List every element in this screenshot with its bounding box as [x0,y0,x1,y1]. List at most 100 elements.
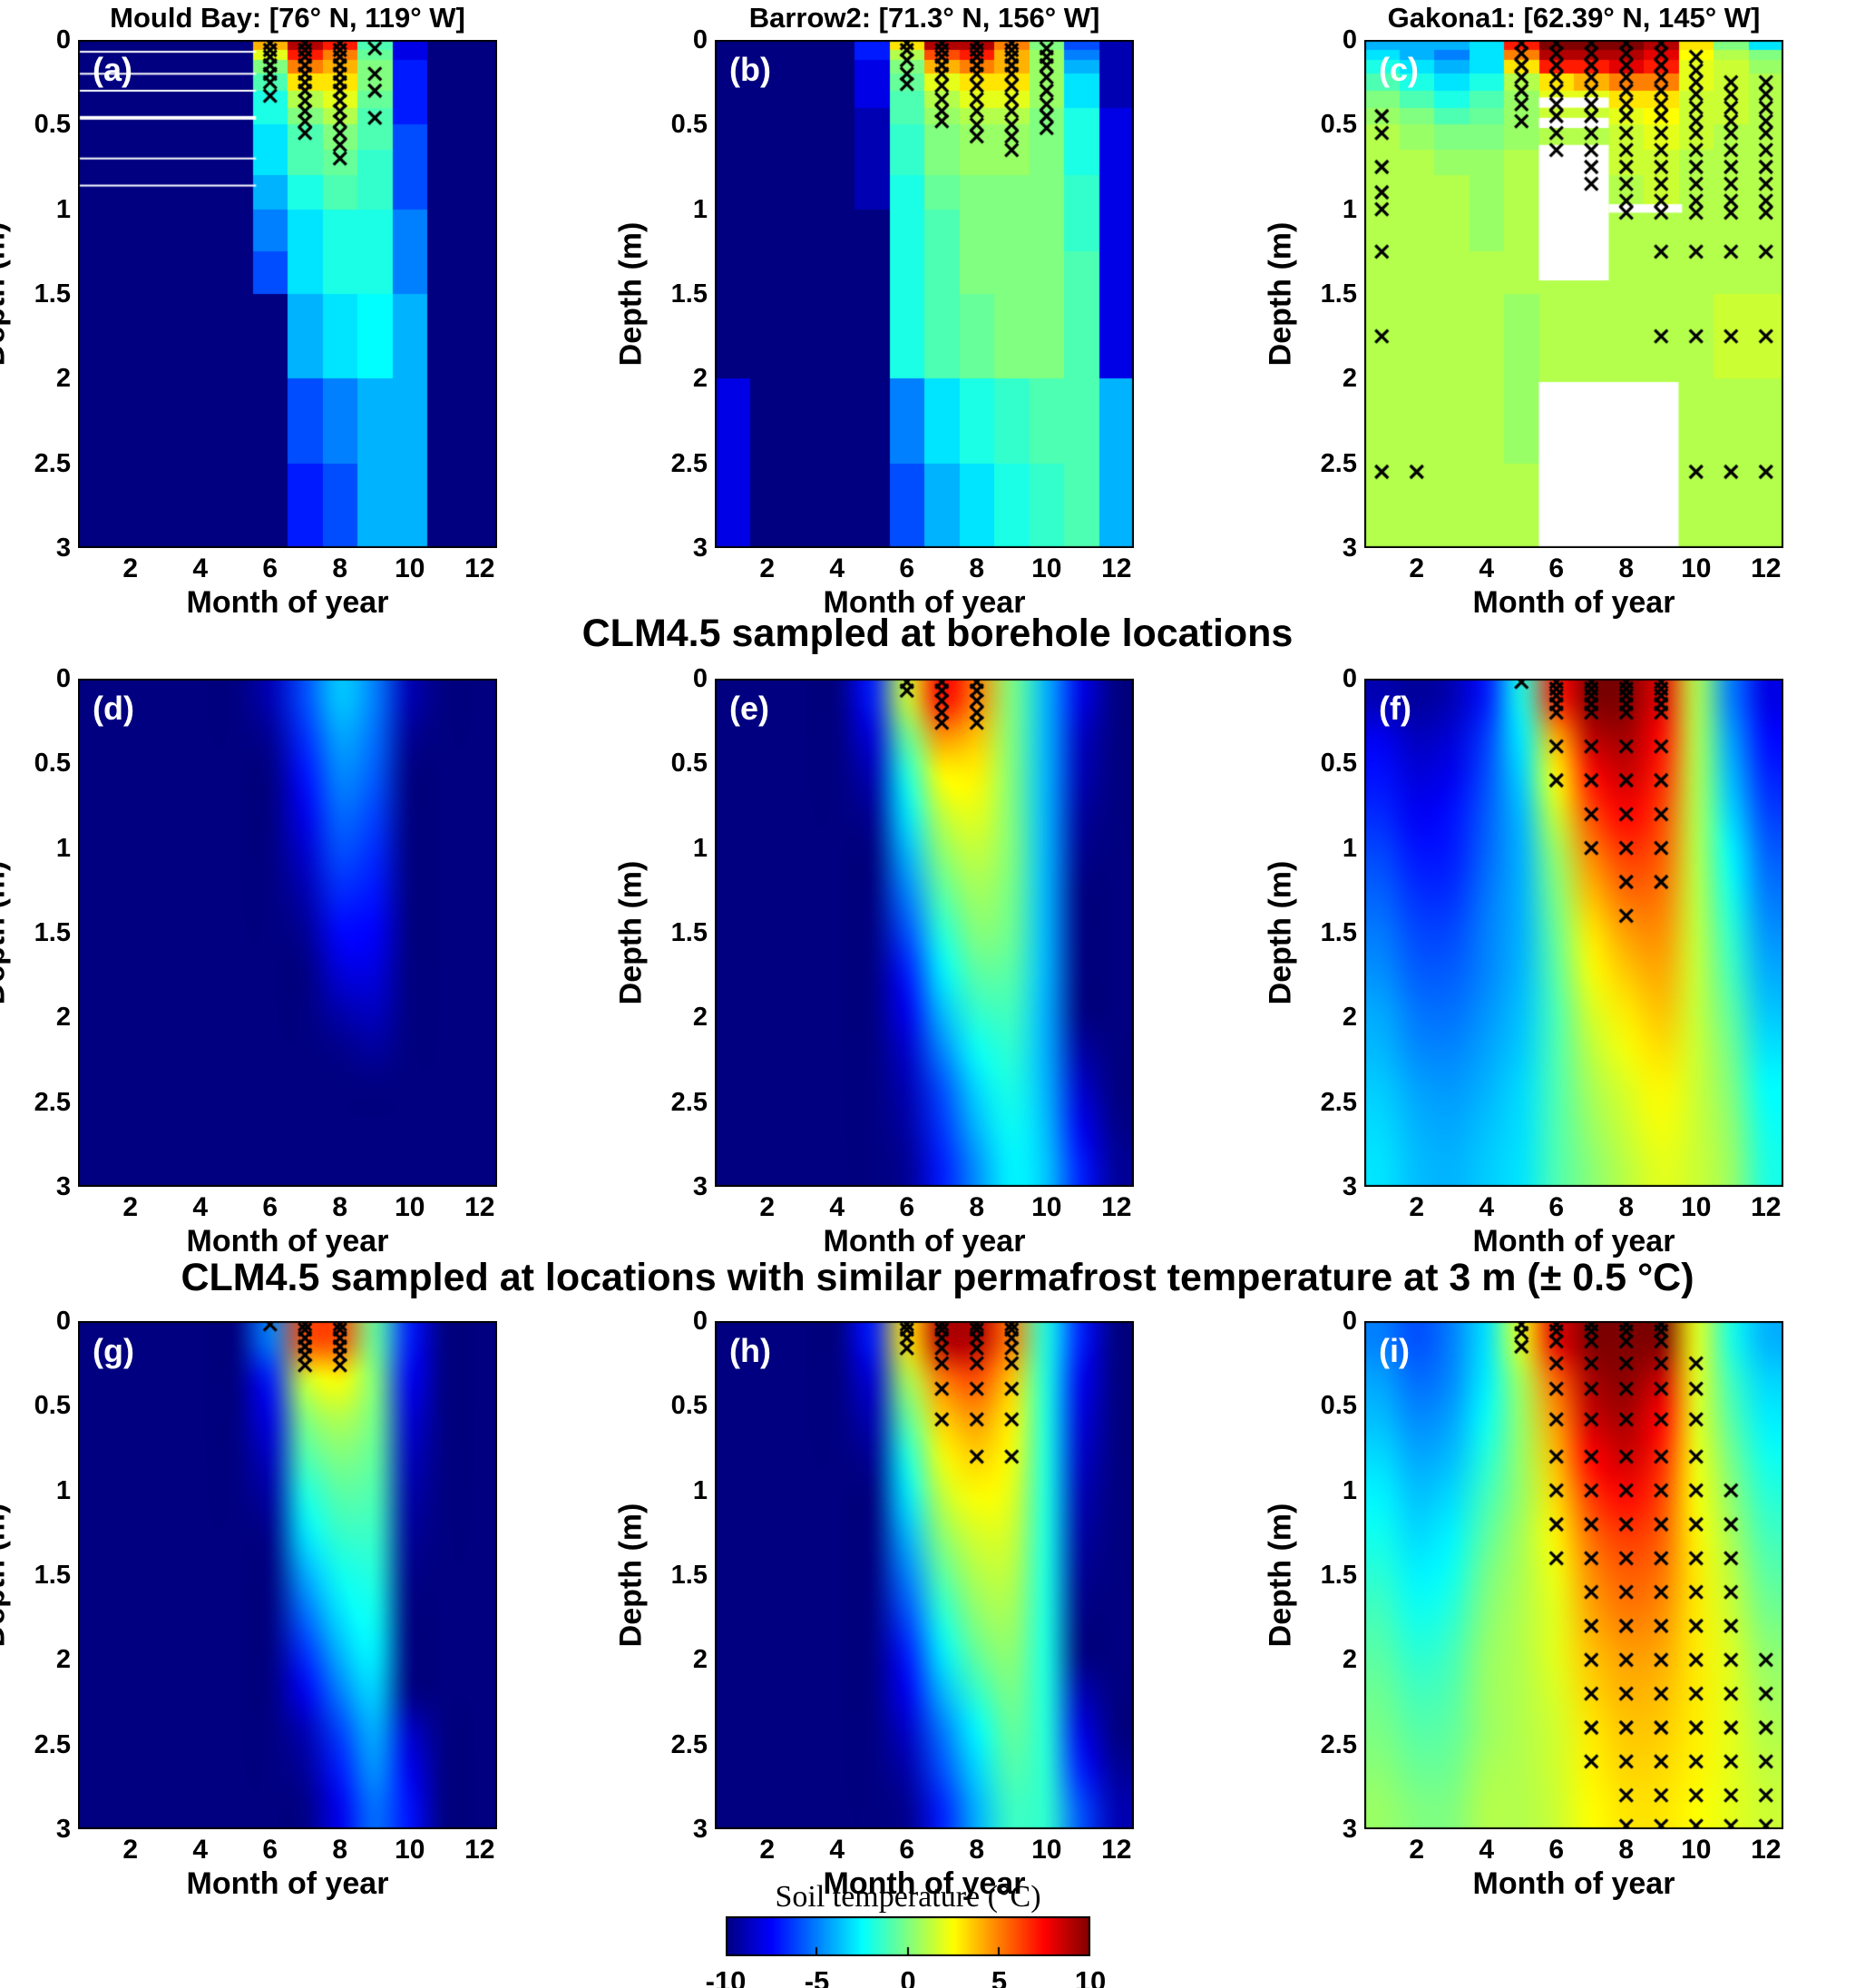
x-axis-label: Month of year [1472,585,1675,620]
month-tick-label: 6 [262,553,278,583]
month-tick-label: 12 [1751,1192,1782,1222]
depth-tick-label: 2 [692,1645,708,1675]
depth-tick-label: 0 [692,25,708,54]
depth-tick-label: 3 [1342,1815,1357,1844]
month-tick-label: 2 [1409,1835,1425,1865]
month-tick-label: 4 [1479,1192,1495,1222]
colorbar-tick-label: -10 [705,1965,747,1988]
depth-tick-label: 0.5 [670,110,708,140]
depth-tick-label: 1 [55,1475,71,1505]
depth-tick-label: 3 [1342,1172,1357,1201]
y-axis-label: Depth (m) [1263,221,1298,367]
panel-letter-g: (g) [93,1332,134,1369]
x-axis-label: Month of year [186,1866,389,1901]
panel-letter-d: (d) [93,690,134,727]
month-tick-label: 12 [1101,553,1132,583]
depth-tick-label: 1 [1342,194,1357,224]
month-tick-label: 2 [759,1192,776,1222]
month-tick-label: 4 [829,1835,845,1865]
month-tick-label: 2 [122,553,139,583]
depth-tick-label: 1 [692,1475,708,1505]
depth-tick-label: 1 [55,833,71,863]
depth-tick-label: 2.5 [1320,448,1357,478]
row2-section-title: CLM4.5 sampled at borehole locations [581,612,1294,655]
month-tick-label: 12 [1751,1835,1782,1865]
panel-c: Gakona1: [62.39° N, 145° W] (c) 0 0.5 1 1.5… [1264,2,1783,620]
depth-tick-label: 0.5 [34,1391,71,1421]
panel-a-title: Mould Bay: [76° N, 119° W] [110,2,465,34]
panel-letter-i: (i) [1379,1332,1410,1369]
depth-tick-label: 0.5 [1320,1391,1357,1421]
heatmap-mould-bay-clm-similar [78,1321,497,1829]
depth-tick-label: 1.5 [670,918,708,947]
month-tick-label: 10 [1031,553,1062,583]
depth-tick-label: 2 [55,364,71,394]
month-tick-label: 8 [1618,1835,1635,1865]
month-tick-label: 2 [122,1192,139,1222]
heatmap-barrow2-clm-borehole [715,679,1134,1187]
colorbar-tick-label: 0 [900,1965,916,1988]
depth-tick-label: 1 [692,833,708,863]
month-tick-label: 8 [969,553,985,583]
month-tick-label: 10 [1681,553,1712,583]
month-tick-label: 6 [262,1192,278,1222]
depth-tick-label: 3 [55,1172,71,1201]
depth-tick-label: 0.5 [34,749,71,779]
depth-tick-label: 1.5 [1320,918,1357,947]
heatmap-mould-bay-clm-borehole [78,679,497,1187]
depth-tick-label: 0.5 [1320,110,1357,140]
month-tick-label: 6 [899,553,915,583]
y-axis-label: Depth (m) [1263,860,1298,1005]
panel-b-title: Barrow2: [71.3° N, 156° W] [748,2,1100,34]
month-tick-label: 2 [1409,553,1425,583]
panel-i: (i) 0 0.5 1 1.5 2 2.5 3 2 4 6 8 10 12 Month of year De… [1264,1307,1783,1901]
colorbar-tick-label: -5 [804,1965,830,1988]
depth-tick-label: 0.5 [34,110,71,140]
panel-letter-e: (e) [729,690,769,727]
month-tick-label: 4 [192,1835,209,1865]
depth-tick-label: 0.5 [1320,749,1357,779]
month-tick-label: 10 [1031,1835,1062,1865]
depth-tick-label: 3 [692,1172,708,1201]
y-axis-label: Depth (m) [613,1503,649,1648]
depth-tick-label: 0.5 [670,1391,708,1421]
depth-tick-label: 0.5 [670,749,708,779]
colorbar-gradient [726,1916,1090,1956]
x-axis-label: Month of year [186,1224,389,1258]
depth-tick-label: 1.5 [1320,1561,1357,1590]
depth-tick-label: 1.5 [670,1561,708,1590]
y-axis-label: Depth (m) [0,860,12,1005]
panel-g: (g) 0 0.5 1 1.5 2 2.5 3 2 4 6 8 10 12 Month of year De… [0,1307,497,1901]
depth-tick-label: 0 [55,664,71,693]
heatmap-gakona1-clm-similar [1364,1321,1783,1829]
panel-d: (d) 0 0.5 1 1.5 2 2.5 3 2 4 6 8 10 12 Month of year De… [0,664,497,1258]
month-tick-label: 6 [1548,1835,1565,1865]
colorbar: Soil temperature (°C) -10 -5 0 5 10 [706,1880,1107,1988]
month-tick-label: 8 [1618,1192,1635,1222]
panel-b: Barrow2: [71.3° N, 156° W] (b) 0 0.5 1 1.5 2… [614,2,1134,620]
depth-tick-label: 0 [692,1307,708,1336]
month-tick-label: 4 [1479,1835,1495,1865]
heatmap-mould-bay-observed [78,40,497,548]
x-axis-label: Month of year [823,1866,1026,1901]
panel-c-title: Gakona1: [62.39° N, 145° W] [1387,2,1761,34]
panel-letter-c: (c) [1379,51,1419,88]
month-tick-label: 6 [1548,1192,1565,1222]
depth-tick-label: 2 [55,1003,71,1033]
depth-tick-label: 2 [55,1645,71,1675]
depth-tick-label: 2.5 [670,1729,708,1759]
month-tick-label: 12 [464,553,495,583]
depth-tick-label: 2 [692,364,708,394]
depth-tick-label: 2.5 [1320,1729,1357,1759]
x-axis-label: Month of year [186,585,389,620]
month-tick-label: 10 [395,1192,425,1222]
depth-tick-label: 1 [1342,833,1357,863]
depth-tick-label: 1.5 [34,279,71,308]
y-axis-label: Depth (m) [0,1503,12,1648]
depth-tick-label: 3 [1342,534,1357,563]
panel-e: (e) 0 0.5 1 1.5 2 2.5 3 2 4 6 8 10 12 Month of year De… [614,664,1134,1258]
depth-tick-label: 0 [692,664,708,693]
depth-tick-label: 2 [1342,1645,1357,1675]
depth-tick-label: 1.5 [670,279,708,308]
depth-tick-label: 0 [55,25,71,54]
